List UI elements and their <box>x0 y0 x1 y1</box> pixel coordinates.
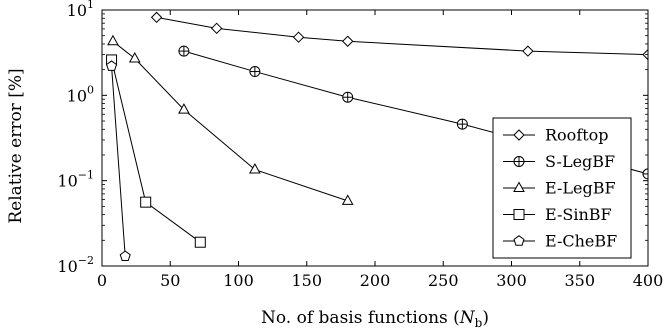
data-point-e-chebf <box>106 60 118 71</box>
y-tick-label: 10−2 <box>57 254 94 276</box>
legend-marker <box>513 235 525 246</box>
series-line-e-sinbf <box>111 59 201 243</box>
y-axis-label: Relative error [%] <box>6 68 26 223</box>
data-point-rooftop <box>150 11 163 24</box>
series-line-e-legbf <box>112 40 348 202</box>
data-point-e-legbf <box>249 163 261 174</box>
data-point-e-legbf <box>178 103 190 114</box>
x-axis-label-sub: b <box>475 316 483 330</box>
x-tick-label: 150 <box>291 271 322 290</box>
data-point-s-legbf <box>249 66 261 78</box>
legend: Rooftop S-LegBF E-LegBF E-SinBF E-CheBF <box>492 117 632 259</box>
x-tick-label: 50 <box>160 271 180 290</box>
legend-label: E-LegBF <box>545 179 616 198</box>
y-tick-exp: −2 <box>78 254 94 267</box>
data-point-e-legbf <box>107 34 119 46</box>
data-point-s-legbf <box>642 168 648 180</box>
legend-marker <box>513 156 525 167</box>
data-point-e-legbf <box>128 51 141 63</box>
legend-label: S-LegBF <box>545 152 615 171</box>
x-axis-label: No. of basis functions (Nb) <box>261 308 489 330</box>
y-tick-base: 10 <box>57 172 77 191</box>
series-line-rooftop <box>156 16 648 56</box>
data-point-e-legbf <box>341 194 354 205</box>
data-point-rooftop <box>522 45 534 57</box>
y-tick-base: 10 <box>67 86 87 105</box>
legend-marker <box>513 209 525 220</box>
data-point-rooftop <box>341 35 354 47</box>
data-point-e-sinbf <box>140 196 152 208</box>
y-tick-label: 10−1 <box>57 169 94 191</box>
legend-marker <box>513 181 525 192</box>
data-point-rooftop <box>292 31 305 43</box>
x-axis-label-suffix: ) <box>482 308 489 328</box>
data-point-s-legbf <box>178 45 190 57</box>
x-axis-label-var: N <box>459 308 476 328</box>
data-point-s-legbf <box>342 91 354 103</box>
x-tick-label: 400 <box>633 271 664 290</box>
x-tick-label: 300 <box>496 271 527 290</box>
y-tick-label: 101 <box>67 0 94 20</box>
data-point-e-sinbf <box>194 236 206 248</box>
y-tick-label: 100 <box>67 83 94 105</box>
series-line-e-chebf <box>111 66 126 257</box>
y-tick-base: 10 <box>67 1 87 20</box>
x-tick-label: 0 <box>97 271 107 290</box>
legend-label: E-SinBF <box>545 205 612 224</box>
y-tick-base: 10 <box>57 257 77 276</box>
x-tick-label: 250 <box>428 271 459 290</box>
data-point-s-legbf <box>456 118 468 130</box>
x-tick-label: 100 <box>223 271 254 290</box>
legend-marker <box>513 129 525 141</box>
x-tick-label: 350 <box>564 271 595 290</box>
y-tick-exp: 1 <box>87 0 94 11</box>
y-tick-exp: −1 <box>78 169 94 182</box>
data-point-e-chebf <box>119 250 131 261</box>
legend-label: Rooftop <box>545 126 609 145</box>
x-tick-label: 200 <box>360 271 391 290</box>
x-axis-label-prefix: No. of basis functions ( <box>261 308 460 328</box>
legend-label: E-CheBF <box>545 232 617 251</box>
data-point-rooftop <box>210 22 223 35</box>
y-tick-exp: 0 <box>87 83 94 96</box>
